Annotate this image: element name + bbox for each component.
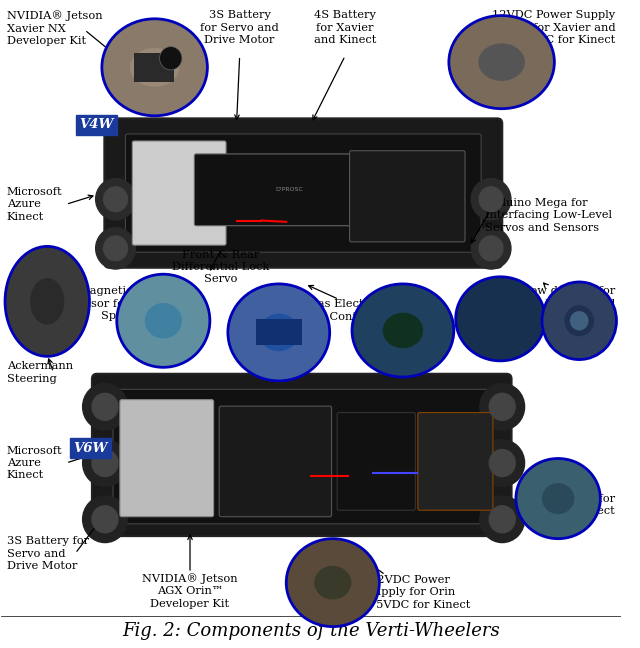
- Bar: [134, 53, 175, 82]
- Text: Front & Rear
Differential Lock
Servo: Front & Rear Differential Lock Servo: [172, 249, 269, 284]
- Circle shape: [95, 178, 136, 220]
- FancyBboxPatch shape: [125, 134, 481, 252]
- Circle shape: [479, 236, 503, 260]
- Ellipse shape: [116, 274, 210, 367]
- Text: Arduino Mega for
Interfacing Low-Level
Servos and Sensors: Arduino Mega for Interfacing Low-Level S…: [485, 198, 612, 233]
- Ellipse shape: [352, 284, 454, 377]
- FancyBboxPatch shape: [337, 413, 415, 510]
- Text: 3S Battery for
Servo and
Drive Motor: 3S Battery for Servo and Drive Motor: [7, 536, 89, 571]
- Text: Traxxas Electronic
Speed Controller: Traxxas Electronic Speed Controller: [285, 299, 393, 322]
- Circle shape: [480, 384, 525, 430]
- FancyBboxPatch shape: [195, 154, 384, 226]
- Ellipse shape: [102, 19, 207, 116]
- Text: NVIDIA® Jetson
AGX Orin™
Developer Kit: NVIDIA® Jetson AGX Orin™ Developer Kit: [142, 573, 238, 608]
- Circle shape: [471, 178, 511, 220]
- Circle shape: [490, 506, 515, 533]
- FancyBboxPatch shape: [418, 413, 493, 510]
- Text: 3S Battery
for Servo and
Drive Motor: 3S Battery for Servo and Drive Motor: [200, 10, 279, 45]
- Circle shape: [104, 236, 127, 260]
- Text: D'PROSC: D'PROSC: [275, 187, 303, 192]
- FancyBboxPatch shape: [219, 406, 332, 516]
- Bar: [257, 319, 301, 345]
- Ellipse shape: [383, 313, 423, 348]
- Ellipse shape: [478, 43, 525, 81]
- Circle shape: [92, 450, 118, 476]
- Text: V4W: V4W: [80, 119, 114, 132]
- Circle shape: [83, 384, 127, 430]
- Text: Microsoft
Azure
Kinect: Microsoft Azure Kinect: [7, 187, 63, 222]
- Ellipse shape: [228, 284, 330, 381]
- Circle shape: [480, 496, 525, 542]
- Text: Magnetic Hall
Sensor for Wheel
Speed: Magnetic Hall Sensor for Wheel Speed: [68, 286, 169, 321]
- Text: V6W: V6W: [74, 442, 108, 455]
- Circle shape: [490, 450, 515, 476]
- Ellipse shape: [314, 566, 351, 599]
- Ellipse shape: [542, 483, 574, 514]
- FancyBboxPatch shape: [104, 119, 502, 268]
- FancyBboxPatch shape: [113, 389, 490, 524]
- Ellipse shape: [449, 16, 554, 109]
- Ellipse shape: [145, 303, 182, 338]
- Circle shape: [104, 187, 127, 212]
- FancyBboxPatch shape: [349, 151, 465, 242]
- FancyBboxPatch shape: [120, 400, 214, 516]
- Ellipse shape: [30, 278, 64, 325]
- Ellipse shape: [456, 277, 545, 361]
- Ellipse shape: [259, 314, 299, 351]
- Text: 4S Battery
for Xavier
and Kinect: 4S Battery for Xavier and Kinect: [314, 10, 376, 45]
- Text: Ackermann
Steering: Ackermann Steering: [7, 362, 73, 384]
- FancyBboxPatch shape: [132, 141, 226, 245]
- FancyBboxPatch shape: [92, 374, 511, 536]
- Ellipse shape: [564, 305, 594, 336]
- Text: Microsoft
Azure
Kinect: Microsoft Azure Kinect: [7, 446, 63, 480]
- Ellipse shape: [130, 48, 179, 87]
- Text: Fig. 2: Components of the Verti-Wheelers: Fig. 2: Components of the Verti-Wheelers: [122, 621, 500, 640]
- Text: NVIDIA® Jetson
Xavier NX
Developer Kit: NVIDIA® Jetson Xavier NX Developer Kit: [7, 10, 102, 46]
- Ellipse shape: [542, 282, 616, 360]
- Circle shape: [95, 227, 136, 269]
- Circle shape: [92, 393, 118, 421]
- Circle shape: [92, 506, 118, 533]
- Ellipse shape: [570, 311, 589, 330]
- Text: 4S Battery for
Orin and Kinect: 4S Battery for Orin and Kinect: [524, 494, 615, 516]
- Circle shape: [83, 440, 127, 486]
- Circle shape: [479, 187, 503, 212]
- Circle shape: [471, 227, 511, 269]
- Text: 12VDC Power Supply
for Xavier and
5VDC for Kinect: 12VDC Power Supply for Xavier and 5VDC f…: [492, 10, 615, 45]
- Circle shape: [83, 496, 127, 542]
- Circle shape: [480, 440, 525, 486]
- Text: 12VDC Power
Supply for Orin
and 5VDC for Kinect: 12VDC Power Supply for Orin and 5VDC for…: [351, 575, 470, 610]
- Text: Flow deck v2 for
delta X and Y and
abs Z: Flow deck v2 for delta X and Y and abs Z: [513, 286, 615, 321]
- Ellipse shape: [516, 459, 600, 538]
- Circle shape: [159, 47, 182, 70]
- Ellipse shape: [5, 246, 90, 356]
- Circle shape: [490, 393, 515, 421]
- Ellipse shape: [286, 538, 380, 627]
